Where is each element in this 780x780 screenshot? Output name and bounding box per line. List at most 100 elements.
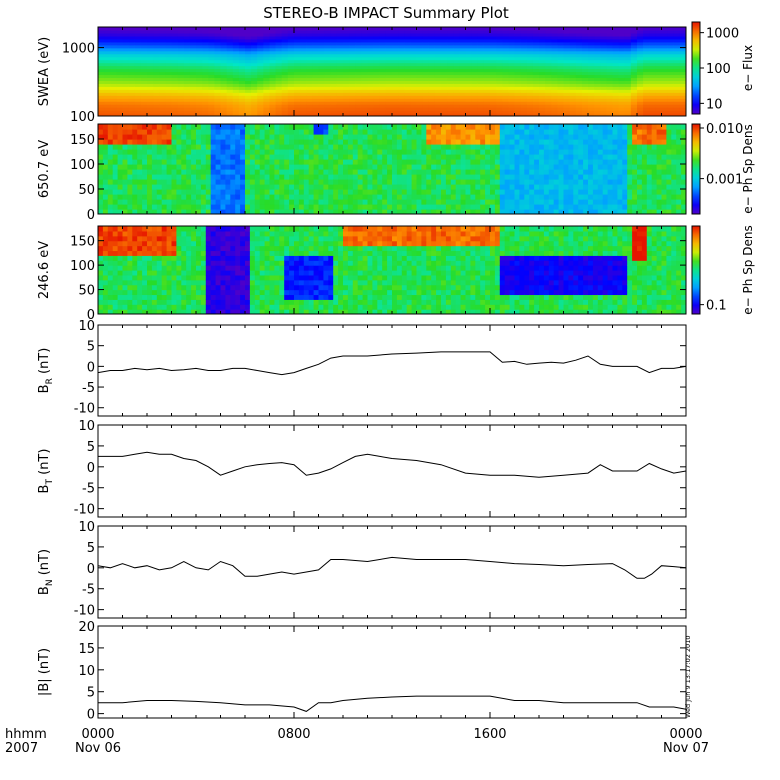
heatmap-cell-swea [410, 35, 418, 40]
heatmap-cell-swea [502, 44, 509, 49]
heatmap-cell-pad650 [245, 149, 251, 155]
heatmap-cell-pad650 [431, 159, 437, 165]
heatmap-cell-swea [220, 110, 228, 114]
heatmap-cell-swea [177, 89, 185, 93]
heatmap-cell-swea [447, 27, 454, 31]
heatmap-cell-swea [275, 71, 283, 76]
heatmap-cell-swea [422, 50, 430, 55]
heatmap-cell-pad650 [499, 154, 506, 160]
heatmap-cell-pad650 [607, 179, 614, 185]
heatmap-cell-pad650 [592, 164, 599, 170]
heatmap-cell-swea [232, 86, 240, 90]
heatmap-cell-swea [471, 65, 479, 70]
ytick-swea-1: 1000 [62, 42, 95, 57]
heatmap-cell-swea [465, 71, 473, 76]
heatmap-cell-swea [238, 68, 246, 73]
heatmap-cell-pad650 [539, 204, 545, 210]
heatmap-cell-swea [514, 107, 522, 111]
heatmap-cell-pad650 [235, 139, 241, 145]
heatmap-cell-pad650 [254, 204, 261, 210]
heatmap-cell-swea [520, 83, 528, 87]
heatmap-cell-swea [116, 71, 124, 76]
heatmap-cell-swea [110, 50, 117, 55]
heatmap-cell-pad650 [455, 194, 462, 200]
heatmap-cell-swea [612, 47, 620, 52]
heatmap-cell-swea [508, 104, 516, 108]
heatmap-cell-swea [251, 89, 258, 93]
heatmap-cell-pad650 [534, 184, 540, 190]
heatmap-cell-swea [226, 65, 234, 70]
heatmap-cell-swea [483, 77, 491, 81]
heatmap-cell-pad650 [220, 129, 226, 135]
heatmap-cell-swea [398, 41, 405, 46]
heatmap-cell-swea [624, 29, 632, 34]
heatmap-cell-swea [490, 107, 497, 111]
heatmap-cell-swea [171, 47, 179, 52]
heatmap-cell-swea [483, 62, 491, 67]
heatmap-cell-pad650 [151, 179, 158, 185]
heatmap-cell-swea [575, 77, 583, 81]
heatmap-cell-swea [134, 32, 142, 37]
heatmap-cell-swea [508, 32, 516, 37]
heatmap-cell-pad650 [338, 199, 344, 205]
heatmap-cell-pad650 [279, 199, 285, 205]
heatmap-cell-pad650 [387, 174, 393, 180]
heatmap-cell-pad650 [563, 199, 569, 205]
heatmap-cell-pad650 [122, 164, 128, 170]
heatmap-cell-swea [520, 29, 528, 34]
heatmap-cell-pad650 [485, 154, 491, 160]
heatmap-cell-swea [275, 101, 283, 105]
heatmap-cell-pad650 [127, 174, 133, 180]
heatmap-cell-swea [385, 101, 393, 105]
heatmap-cell-swea [502, 47, 509, 52]
heatmap-cell-swea [177, 74, 185, 79]
heatmap-cell-pad650 [112, 134, 119, 140]
heatmap-cell-swea [661, 53, 669, 58]
heatmap-cell-pad650 [465, 169, 471, 175]
heatmap-cell-swea [189, 32, 197, 37]
heatmap-cell-pad650 [637, 144, 643, 150]
heatmap-cell-pad650 [573, 184, 579, 190]
heatmap-cell-swea [508, 107, 516, 111]
heatmap-cell-pad650 [132, 184, 138, 190]
heatmap-cell-pad650 [499, 199, 506, 205]
heatmap-cell-swea [551, 56, 558, 61]
heatmap-cell-pad650 [279, 189, 285, 195]
heatmap-cell-swea [367, 83, 375, 87]
heatmap-cell-swea [165, 56, 173, 61]
heatmap-cell-pad650 [426, 134, 432, 140]
heatmap-cell-pad650 [230, 189, 236, 195]
heatmap-cell-pad650 [480, 154, 486, 160]
heatmap-cell-pad650 [254, 174, 261, 180]
heatmap-cell-swea [588, 113, 595, 116]
heatmap-cell-swea [104, 38, 111, 43]
heatmap-cell-swea [196, 29, 203, 34]
heatmap-cell-pad650 [622, 159, 628, 165]
heatmap-cell-pad650 [480, 149, 486, 155]
heatmap-cell-swea [134, 47, 142, 52]
heatmap-cell-pad650 [480, 134, 486, 140]
heatmap-cell-pad650 [102, 204, 109, 210]
heatmap-cell-swea [110, 104, 117, 108]
heatmap-cell-swea [618, 77, 626, 81]
heatmap-cell-swea [385, 68, 393, 73]
heatmap-cell-swea [379, 47, 387, 52]
heatmap-cell-pad650 [597, 189, 604, 195]
heatmap-cell-swea [575, 35, 583, 40]
heatmap-cell-swea [177, 50, 185, 55]
heatmap-cell-swea [263, 113, 271, 116]
heatmap-cell-swea [588, 74, 595, 79]
heatmap-cell-pad650 [225, 174, 231, 180]
heatmap-cell-swea [306, 113, 313, 116]
heatmap-cell-swea [557, 92, 565, 96]
heatmap-cell-pad650 [328, 164, 334, 170]
heatmap-cell-swea [539, 83, 546, 87]
heatmap-cell-pad650 [607, 139, 614, 145]
heatmap-cell-pad650 [401, 179, 408, 185]
heatmap-cell-swea [177, 53, 185, 58]
colorbar-tick-label-swea-2: 1000 [706, 27, 739, 42]
heatmap-cell-pad650 [191, 169, 197, 175]
heatmap-cell-swea [300, 29, 307, 34]
heatmap-cell-pad650 [338, 189, 344, 195]
heatmap-cell-swea [385, 113, 393, 116]
